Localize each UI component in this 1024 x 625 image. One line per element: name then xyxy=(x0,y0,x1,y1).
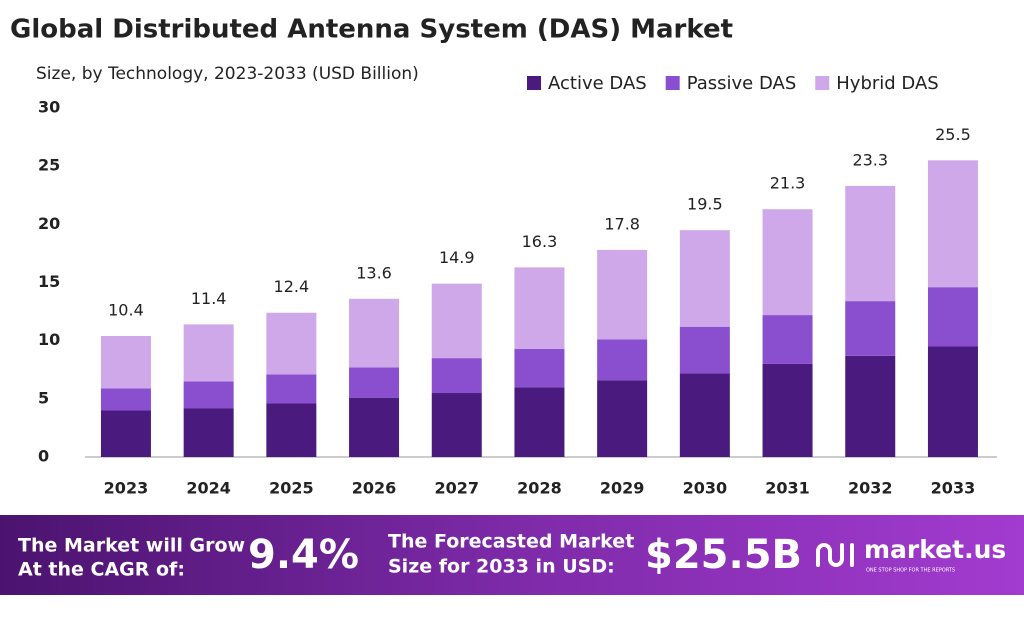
bar-segment xyxy=(349,397,400,457)
bar-segment xyxy=(762,209,813,316)
y-tick-label: 25 xyxy=(38,156,60,175)
bar-segment xyxy=(762,315,813,364)
total-label: 12.4 xyxy=(274,277,310,296)
y-tick-label: 5 xyxy=(38,388,49,407)
bar-segment xyxy=(514,348,565,388)
total-label: 21.3 xyxy=(770,174,806,193)
bar-segment xyxy=(927,346,978,457)
bar-segment xyxy=(597,249,648,340)
total-label: 23.3 xyxy=(852,150,888,169)
y-tick-label: 30 xyxy=(38,98,60,117)
legend-label: Hybrid DAS xyxy=(836,73,938,94)
forecast-text: Size for 2033 in USD: xyxy=(388,556,615,578)
bar-segment xyxy=(266,374,317,404)
total-label: 17.8 xyxy=(604,214,640,233)
tagline: ONE STOP SHOP FOR THE REPORTS xyxy=(866,568,955,574)
x-tick-label: 2025 xyxy=(269,479,314,498)
y-tick-label: 20 xyxy=(38,214,60,233)
total-label: 14.9 xyxy=(439,248,475,267)
x-tick-label: 2028 xyxy=(517,479,562,498)
bar-segment xyxy=(183,408,234,457)
cagr-text: At the CAGR of: xyxy=(18,559,185,581)
x-tick-label: 2030 xyxy=(683,479,728,498)
forecast-text: The Forecasted Market xyxy=(388,531,634,553)
bar-segment xyxy=(679,326,730,374)
bar-segment xyxy=(679,230,730,327)
total-label: 13.6 xyxy=(356,263,392,282)
bar-segment xyxy=(266,403,317,457)
bar-segment xyxy=(349,367,400,398)
bar-segment xyxy=(266,312,317,375)
bar-segment xyxy=(762,363,813,457)
banner-text: The Market will Grow At the CAGR of: 9.4… xyxy=(18,531,1006,581)
y-tick-label: 15 xyxy=(38,272,60,291)
bar-segment xyxy=(431,283,482,359)
chart-subtitle: Size, by Technology, 2023-2033 (USD Bill… xyxy=(36,64,419,84)
legend-swatch xyxy=(527,76,541,90)
bar-segment xyxy=(100,410,151,457)
total-label: 16.3 xyxy=(522,232,558,251)
bar-segment xyxy=(845,355,896,457)
bar-segment xyxy=(100,388,151,411)
total-label: 25.5 xyxy=(935,125,971,144)
x-tick-label: 2023 xyxy=(104,479,149,498)
legend-swatch xyxy=(815,76,830,90)
legend-label: Passive DAS xyxy=(687,73,797,94)
x-tick-label: 2027 xyxy=(434,479,479,498)
bar-segment xyxy=(597,380,648,457)
x-tick-label: 2033 xyxy=(931,479,976,498)
bar-segment xyxy=(845,301,896,356)
forecast-value: $25.5B xyxy=(645,532,802,578)
bar-segment xyxy=(514,387,565,457)
x-tick-label: 2032 xyxy=(848,479,893,498)
legend-swatch xyxy=(665,76,680,90)
bar-segment xyxy=(597,339,648,381)
y-tick-label: 0 xyxy=(38,447,49,466)
bar-segment xyxy=(927,160,978,288)
total-label: 11.4 xyxy=(191,289,227,308)
brand-logo xyxy=(816,543,854,567)
bar-segment xyxy=(679,373,730,457)
x-tick-label: 2031 xyxy=(765,479,810,498)
x-tick-label: 2029 xyxy=(600,479,645,498)
total-label: 10.4 xyxy=(108,301,144,320)
x-tick-label: 2024 xyxy=(186,479,231,498)
bar-segment xyxy=(845,185,896,302)
brand: market.us xyxy=(864,535,1006,564)
bar-segment xyxy=(349,298,400,368)
chart-title: Global Distributed Antenna System (DAS) … xyxy=(10,15,733,45)
bar-segment xyxy=(183,381,234,409)
x-tick-label: 2026 xyxy=(352,479,397,498)
bar-segment xyxy=(183,324,234,382)
y-tick-label: 10 xyxy=(38,330,60,349)
bar-segment xyxy=(927,287,978,347)
cagr-text: The Market will Grow xyxy=(18,535,245,557)
bar-segment xyxy=(514,267,565,349)
bar-segment xyxy=(431,358,482,394)
bar-segment xyxy=(100,336,151,389)
legend-label: Active DAS xyxy=(548,73,647,94)
cagr-value: 9.4% xyxy=(248,532,359,578)
bar-segment xyxy=(431,393,482,457)
total-label: 19.5 xyxy=(687,195,723,214)
